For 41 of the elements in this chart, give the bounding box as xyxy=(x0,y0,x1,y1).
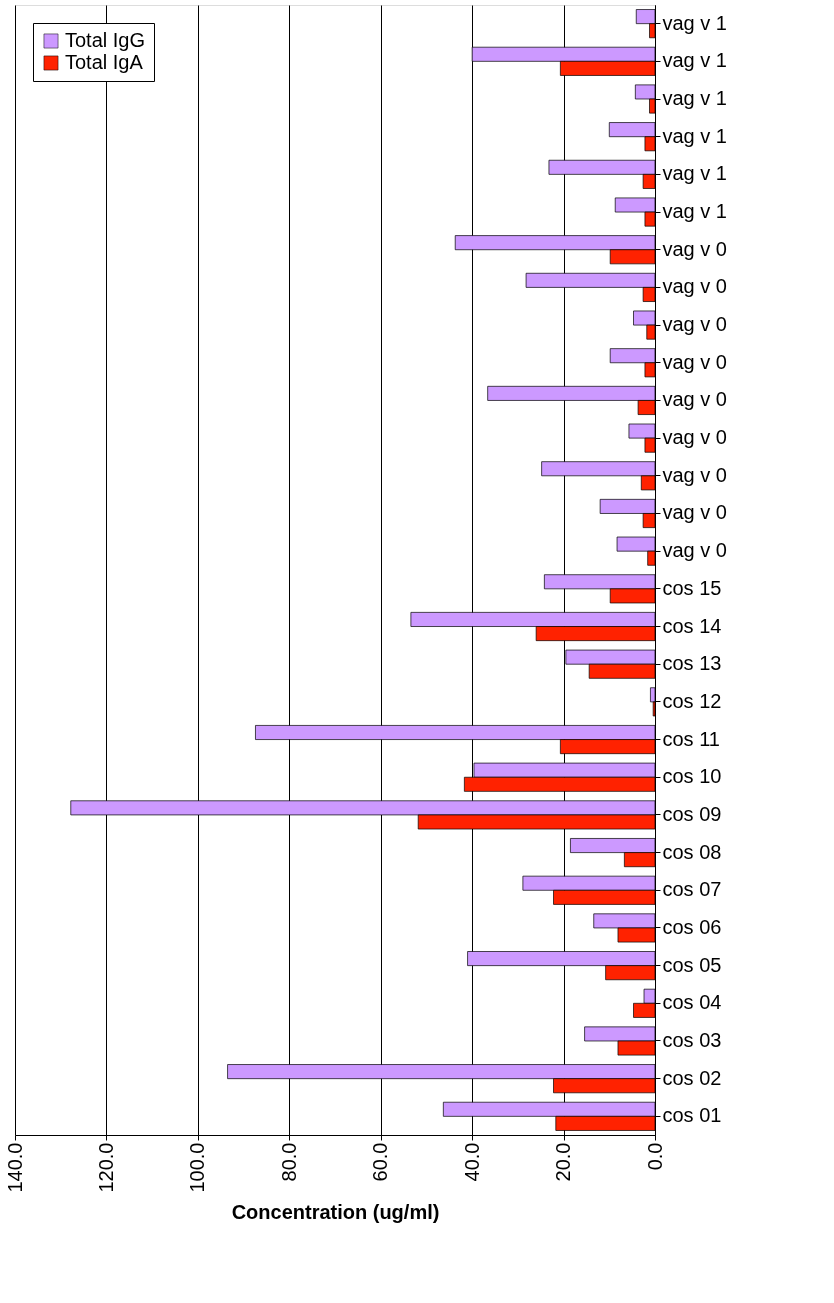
y-tick-label: cos 06 xyxy=(662,915,722,938)
y-tick-label: cos 07 xyxy=(662,878,722,901)
x-tick-label: 120.0 xyxy=(94,1142,117,1193)
y-tick-label: vag v 0 xyxy=(662,313,727,336)
y-tick-label: cos 15 xyxy=(662,576,722,599)
x-tick-label: 60.0 xyxy=(369,1142,392,1182)
y-tick-label: vag v 0 xyxy=(662,275,727,298)
y-tick-label: cos 01 xyxy=(662,1104,722,1127)
x-tick-label: 80.0 xyxy=(277,1142,300,1182)
y-tick-label: vag v 0 xyxy=(662,501,727,524)
y-tick-label: vag v 1 xyxy=(662,11,727,34)
y-tick-label: cos 09 xyxy=(662,802,722,825)
y-tick-label: vag v 0 xyxy=(662,426,727,449)
y-tick-label: cos 02 xyxy=(662,1066,722,1089)
y-tick-label: vag v 1 xyxy=(662,49,727,72)
y-tick-label: vag v 0 xyxy=(662,539,727,562)
y-tick-label: vag v 1 xyxy=(662,124,727,147)
y-tick-label: vag v 0 xyxy=(662,463,727,486)
y-tick-label: vag v 1 xyxy=(662,200,727,223)
x-tick-label: 100.0 xyxy=(186,1142,209,1193)
y-tick-label: cos 12 xyxy=(662,689,722,712)
x-tick-label: 40.0 xyxy=(460,1142,483,1182)
y-tick-label: vag v 0 xyxy=(662,237,727,260)
y-tick-label: cos 14 xyxy=(662,614,722,637)
x-tick-label: 140.0 xyxy=(3,1142,26,1193)
x-tick-label: 0.0 xyxy=(643,1142,666,1171)
y-tick-label: cos 10 xyxy=(662,765,722,788)
y-tick-label: cos 04 xyxy=(662,991,722,1014)
y-tick-label: cos 11 xyxy=(662,727,720,750)
y-tick-label: cos 13 xyxy=(662,652,722,675)
y-tick-label: vag v 1 xyxy=(662,162,727,185)
y-tick-label: cos 05 xyxy=(662,953,722,976)
y-tick-label: vag v 0 xyxy=(662,388,727,411)
legend-label: Total IgA xyxy=(65,51,144,73)
x-tick-label: 20.0 xyxy=(552,1142,575,1182)
y-tick-label: cos 03 xyxy=(662,1028,722,1051)
y-tick-label: vag v 1 xyxy=(662,87,727,110)
y-tick-label: cos 08 xyxy=(662,840,722,863)
y-tick-label: vag v 0 xyxy=(662,350,727,373)
legend-label: Total IgG xyxy=(65,29,146,51)
x-axis-title: Concentration (ug/ml) xyxy=(231,1200,440,1223)
